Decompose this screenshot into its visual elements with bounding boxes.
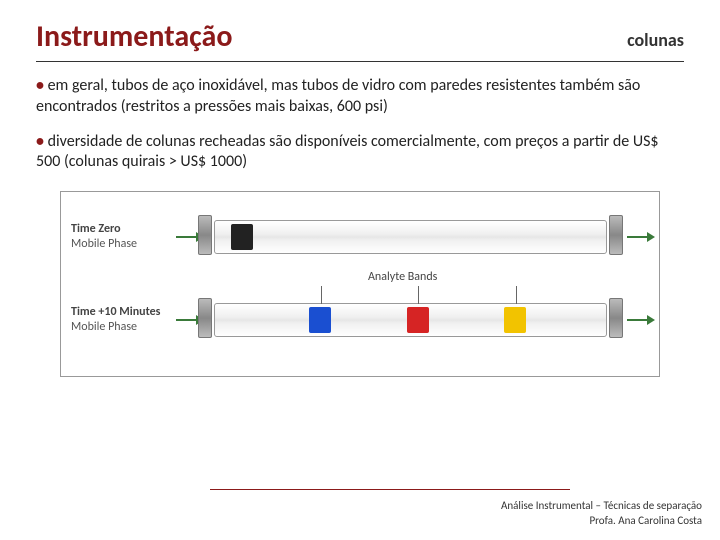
bullet-1: • em geral, tubos de aço inoxidável, mas… xyxy=(36,76,684,118)
row1-sub: Mobile Phase xyxy=(71,237,176,251)
diagram-row-time-ten: Time +10 Minutes Mobile Phase Analyte Ba… xyxy=(71,301,649,338)
column-endcap-left xyxy=(198,215,212,255)
column-endcap-right xyxy=(609,215,623,255)
flow-arrow-out-icon xyxy=(627,319,649,321)
bullet-1-text: em geral, tubos de aço inoxidável, mas t… xyxy=(36,76,640,116)
page-title: Instrumentação xyxy=(36,18,232,55)
row2-sub: Mobile Phase xyxy=(71,320,176,334)
flow-arrow-in-icon xyxy=(176,236,198,238)
analyte-band-initial xyxy=(231,224,253,250)
bullet-marker: • xyxy=(36,132,44,151)
bullet-2: • diversidade de colunas recheadas são d… xyxy=(36,132,684,174)
column-tube-2: Analyte Bands xyxy=(214,303,607,337)
analyte-band-blue xyxy=(309,307,331,333)
row1-title: Time Zero xyxy=(71,222,176,236)
diagram-row-time-zero: Time Zero Mobile Phase xyxy=(71,218,649,255)
footer-rule xyxy=(210,489,570,490)
bullet-marker: • xyxy=(36,76,44,95)
header-rule xyxy=(36,61,684,62)
row2-title: Time +10 Minutes xyxy=(71,305,176,319)
bullet-2-text: diversidade de colunas recheadas são dis… xyxy=(36,132,659,172)
column-endcap-right xyxy=(609,298,623,338)
column-diagram: Time Zero Mobile Phase Time +10 Minutes … xyxy=(60,191,660,377)
callout-line-icon xyxy=(516,286,517,304)
column-tube-1 xyxy=(214,220,607,254)
analyte-band-yellow xyxy=(504,307,526,333)
footer-credits: Análise Instrumental – Técnicas de separ… xyxy=(501,499,702,528)
analyte-band-red xyxy=(407,307,429,333)
callout-line-icon xyxy=(321,286,322,304)
footer-line1: Análise Instrumental – Técnicas de separ… xyxy=(501,499,702,513)
column-endcap-left xyxy=(198,298,212,338)
row1-label: Time Zero Mobile Phase xyxy=(71,222,176,251)
page-subtitle: colunas xyxy=(627,29,684,51)
flow-arrow-out-icon xyxy=(627,236,649,238)
row2-label: Time +10 Minutes Mobile Phase xyxy=(71,305,176,334)
callout-line-icon xyxy=(418,286,419,304)
flow-arrow-in-icon xyxy=(176,319,198,321)
analyte-bands-label: Analyte Bands xyxy=(368,270,437,284)
footer-line2: Profa. Ana Carolina Costa xyxy=(501,514,702,528)
